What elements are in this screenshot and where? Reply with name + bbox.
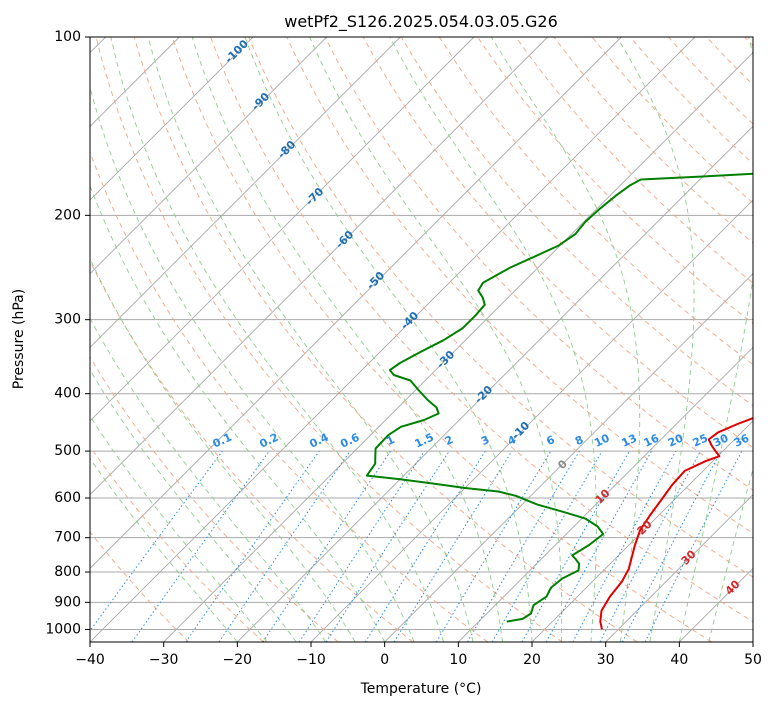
y-axis: 100 200 300 400 500 600 700 800 900 1000 <box>45 29 90 637</box>
y-tick-label: 200 <box>54 207 81 223</box>
y-tick-label: 400 <box>54 386 81 402</box>
dry-adiabat-line <box>95 37 563 642</box>
x-axis: −40 −30 −20 −10 0 10 20 30 40 50 <box>75 642 762 668</box>
moist-adiabat-line <box>244 37 533 642</box>
moist-adiabat-line <box>147 37 474 642</box>
mixing-ratio-line <box>393 450 513 642</box>
isotherm-line <box>90 37 548 496</box>
mixing-ratio-line <box>521 450 630 642</box>
dry-adiabat-line <box>90 259 414 642</box>
isotherm-line <box>531 420 753 642</box>
y-tick-label: 300 <box>54 312 81 328</box>
chart-title: wetPf2_S126.2025.054.03.05.G26 <box>284 12 558 32</box>
x-tick-label: −20 <box>223 652 253 668</box>
y-tick-label: 700 <box>54 530 81 546</box>
dry-adiabat-line <box>133 37 638 642</box>
mixing-ratio-label: 30 <box>711 431 731 449</box>
moist-adiabat-line <box>90 369 297 642</box>
mixing-ratio-line <box>467 450 580 642</box>
mixing-ratio-line <box>435 450 552 642</box>
x-tick-label: 50 <box>744 652 762 668</box>
dry-adiabat-line <box>362 37 753 449</box>
x-tick-label: −10 <box>296 652 326 668</box>
dewpoint-profile-line <box>365 172 753 623</box>
mixing-ratio-line <box>90 450 223 632</box>
moist-adiabat-line <box>389 37 597 642</box>
isotherm-line <box>605 494 753 642</box>
moist-adiabat-line <box>309 37 563 642</box>
moist-adiabat-line <box>90 85 415 642</box>
x-tick-label: 10 <box>449 652 467 668</box>
x-tick-label: 40 <box>670 652 688 668</box>
x-tick-label: 0 <box>380 652 389 668</box>
moist-adiabat-line <box>90 415 268 642</box>
mixing-ratio-line <box>572 450 677 642</box>
y-tick-label: 900 <box>54 594 81 610</box>
mixing-ratio-label: 16 <box>642 431 662 449</box>
x-axis-title: Temperature (°C) <box>360 681 482 697</box>
dry-adiabat-line <box>210 37 753 623</box>
dry-adiabat-line <box>400 37 753 407</box>
moist-adiabat-line <box>90 257 356 642</box>
isotherm-line <box>90 37 475 422</box>
y-tick-label: 1000 <box>45 621 81 637</box>
temperature-profile-line <box>599 416 753 630</box>
x-tick-label: −30 <box>149 652 179 668</box>
isotherm-line <box>90 37 254 201</box>
mixing-ratio-line <box>491 450 603 642</box>
x-tick-label: 30 <box>597 652 615 668</box>
isotherm-line <box>90 37 327 275</box>
isotherm-line <box>90 37 696 642</box>
mixing-ratio-label: 20 <box>666 431 686 449</box>
moist-adiabat-line <box>90 184 386 642</box>
mixing-ratio-label: 36 <box>732 431 752 449</box>
plot-background-lines <box>90 37 753 642</box>
isotherm-line <box>163 52 753 642</box>
dry-adiabat-line <box>90 356 339 642</box>
dry-adiabat-line <box>90 531 190 642</box>
y-axis-title: Pressure (hPa) <box>11 289 27 389</box>
mixing-ratio-label: 10 <box>592 431 612 449</box>
moist-adiabat-line <box>110 37 445 642</box>
mixing-ratio-line <box>185 450 320 642</box>
isotherm-line <box>90 37 401 348</box>
plot-frame <box>89 36 754 643</box>
dry-adiabat-line <box>439 37 753 365</box>
moist-adiabat-line <box>490 37 641 642</box>
mixing-ratio-line <box>364 450 486 642</box>
isotherm-line <box>384 273 753 642</box>
dry-adiabat-line <box>248 37 753 578</box>
moist-adiabat-line <box>90 457 238 642</box>
dry-adiabat-line <box>286 37 753 534</box>
dry-adiabat-line <box>324 37 753 491</box>
isotherm-line <box>237 125 753 642</box>
x-tick-label: 20 <box>523 652 541 668</box>
y-tick-label: 800 <box>54 564 81 580</box>
mixing-ratio-line <box>131 450 270 642</box>
y-tick-label: 100 <box>54 29 81 45</box>
moist-adiabat-line <box>616 37 695 642</box>
isotherm-line <box>90 37 622 569</box>
mixing-ratio-line <box>545 450 653 642</box>
mixing-ratio-line <box>218 450 351 642</box>
mixing-ratio-label: 25 <box>691 432 710 450</box>
y-tick-label: 600 <box>54 490 81 506</box>
x-tick-label: −40 <box>75 652 105 668</box>
plot-series <box>365 172 753 630</box>
y-tick-label: 500 <box>54 443 81 459</box>
mixing-ratio-label: 13 <box>620 432 639 450</box>
